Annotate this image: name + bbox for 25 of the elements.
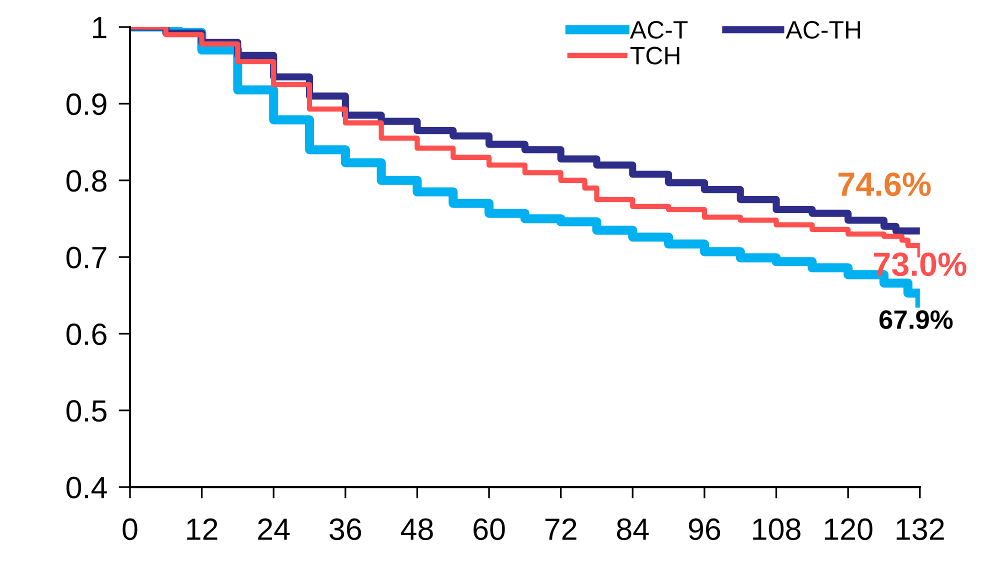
x-tick-label: 132	[896, 518, 944, 540]
y-tick-label: 0.6	[66, 323, 106, 346]
annotation: 73.0%	[874, 252, 966, 276]
x-tick-label: 60	[474, 518, 505, 540]
x-tick-label: 12	[187, 518, 218, 540]
legend-label: AC-TH	[786, 20, 860, 39]
y-tick-label: 1	[93, 17, 106, 38]
x-tick-label: 108	[753, 518, 800, 540]
x-tick-label: 36	[330, 518, 362, 540]
annotation: 74.6%	[838, 172, 931, 196]
x-tick-label: 120	[824, 518, 872, 540]
y-tick-label: 0.4	[66, 476, 107, 498]
y-tick-label: 0.9	[66, 93, 106, 116]
x-tick-label: 72	[545, 518, 576, 540]
x-tick-label: 96	[688, 518, 720, 540]
y-tick-label: 0.7	[66, 246, 106, 268]
annotation: 67.9%	[879, 310, 953, 329]
y-tick-label: 0.8	[66, 170, 106, 192]
x-tick-label: 24	[258, 518, 290, 540]
x-tick-label: 0	[122, 518, 138, 540]
y-tick-label: 0.5	[66, 400, 106, 422]
x-tick-label: 48	[400, 518, 433, 540]
legend-label: AC-T	[630, 20, 688, 39]
legend-label: TCH	[630, 46, 680, 64]
x-tick-label: 84	[616, 518, 649, 540]
